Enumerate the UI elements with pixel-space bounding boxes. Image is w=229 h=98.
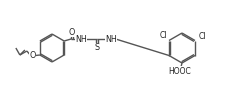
- Text: Cl: Cl: [197, 32, 205, 41]
- Text: NH: NH: [75, 34, 87, 44]
- Text: S: S: [94, 44, 99, 53]
- Text: NH: NH: [105, 34, 117, 44]
- Text: O: O: [69, 28, 75, 36]
- Text: HOOC: HOOC: [168, 67, 191, 75]
- Text: Cl: Cl: [158, 31, 166, 40]
- Text: O: O: [30, 52, 36, 60]
